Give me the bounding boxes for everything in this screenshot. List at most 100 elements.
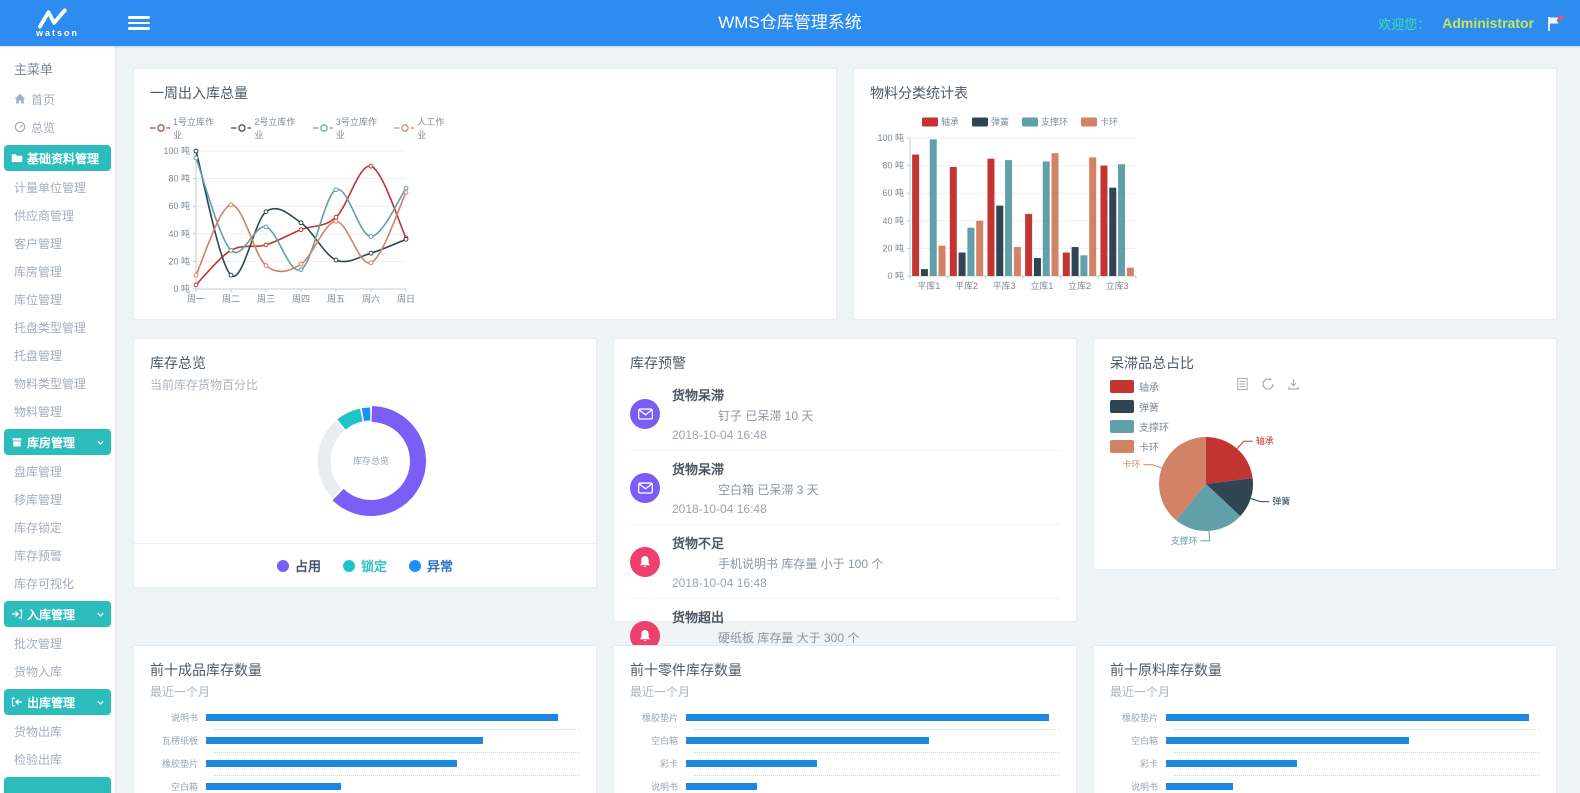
- sidebar-item-移库管理[interactable]: 移库管理: [0, 485, 115, 513]
- donut-slice-剩余[interactable]: [317, 420, 345, 498]
- legend-item-3号立库作业[interactable]: 3号立库作业: [312, 115, 381, 141]
- sidebar-item-客户管理[interactable]: 客户管理: [0, 229, 115, 257]
- donut-slice-异常[interactable]: [361, 407, 371, 422]
- sidebar-item-partial[interactable]: [4, 777, 111, 793]
- hbar-fill[interactable]: [1166, 713, 1529, 721]
- sidebar-item-批次管理[interactable]: 批次管理: [0, 629, 115, 657]
- sidebar-item-货物入库[interactable]: 货物入库: [0, 657, 115, 685]
- hbar-fill[interactable]: [686, 713, 1049, 721]
- hbar-label: 空白箱: [170, 781, 198, 792]
- menu-toggle-icon[interactable]: [128, 13, 150, 33]
- sidebar-item-首页[interactable]: 首页: [0, 85, 115, 113]
- username[interactable]: Administrator: [1442, 15, 1534, 31]
- sidebar-item-库房管理[interactable]: 库房管理: [0, 257, 115, 285]
- sidebar-item-托盘管理[interactable]: 托盘管理: [0, 341, 115, 369]
- hbar-track: [206, 759, 580, 767]
- inventory-donut-chart[interactable]: 库存总览: [134, 395, 596, 531]
- alert-body: 货物呆滞 空白箱 已呆滞 3 天 2018-10-04 16:48: [672, 459, 1060, 516]
- sidebar-item-托盘类型管理[interactable]: 托盘类型管理: [0, 313, 115, 341]
- pie-legend-item-卡环[interactable]: 卡环: [1110, 439, 1169, 454]
- donut-legend-item-锁定[interactable]: 锁定: [342, 556, 387, 575]
- donut-center-label: 库存总览: [353, 455, 389, 466]
- pie-slice-轴承[interactable]: [1206, 437, 1253, 484]
- hbar-track: [1166, 782, 1540, 790]
- sidebar-item-库存预警[interactable]: 库存预警: [0, 541, 115, 569]
- sidebar-item-总览[interactable]: 总览: [0, 113, 115, 141]
- mail-icon: [630, 472, 660, 503]
- pie-legend-item-弹簧[interactable]: 弹簧: [1110, 399, 1169, 414]
- hbar-fill[interactable]: [1166, 759, 1297, 767]
- sidebar-item-label: 检验出库: [14, 752, 63, 767]
- svg-text:周四: 周四: [292, 294, 310, 304]
- pie-slice-支撑环[interactable]: [1176, 484, 1241, 531]
- sidebar-item-基础资料管理[interactable]: 基础资料管理: [4, 145, 111, 171]
- hbar-fill[interactable]: [1166, 782, 1234, 790]
- sidebar-item-label: 出库管理: [27, 695, 76, 710]
- sidebar-item-label: 供应商管理: [14, 208, 75, 223]
- sidebar-item-计量单位管理[interactable]: 计量单位管理: [0, 173, 115, 201]
- sidebar-item-库存锁定[interactable]: 库存锁定: [0, 513, 115, 541]
- card-top-raw: 前十原料库存数量 最近一个月 橡胶垫片 空白箱 彩卡 说明书: [1093, 645, 1557, 793]
- brand-logo[interactable]: watson: [0, 0, 115, 46]
- pie-slice-弹簧[interactable]: [1206, 478, 1253, 517]
- restore-icon[interactable]: [1261, 377, 1275, 391]
- svg-text:平库2: 平库2: [955, 280, 978, 291]
- sidebar-item-label: 移库管理: [14, 492, 63, 507]
- app-header: watson WMS仓库管理系统 欢迎您： Administrator: [0, 0, 1580, 46]
- sidebar-item-出库管理[interactable]: 出库管理: [4, 689, 111, 715]
- sidebar-item-label: 托盘类型管理: [14, 320, 87, 335]
- hbar-divider: [1174, 752, 1540, 753]
- hbar-fill[interactable]: [206, 782, 341, 790]
- hbar-label: 说明书: [650, 781, 678, 792]
- sidebar-item-货物出库[interactable]: 货物出库: [0, 717, 115, 745]
- donut-slice-锁定[interactable]: [337, 408, 363, 430]
- svg-text:平库1: 平库1: [917, 280, 940, 291]
- sidebar-item-检验出库[interactable]: 检验出库: [0, 745, 115, 773]
- hbar-fill[interactable]: [206, 759, 457, 767]
- legend-item-2号立库作业[interactable]: 2号立库作业: [231, 115, 299, 141]
- pie-legend-item-轴承[interactable]: 轴承: [1110, 379, 1169, 394]
- hbar-fill[interactable]: [686, 736, 930, 744]
- donut-slice-占用[interactable]: [332, 406, 426, 516]
- legend-item-1号立库作业[interactable]: 1号立库作业: [150, 115, 218, 141]
- alert-title: 货物不足: [672, 536, 725, 551]
- alert-item: 货物不足 手机说明书 库存量 小于 100 个 2018-10-04 16:48: [630, 525, 1060, 599]
- sidebar-item-物料管理[interactable]: 物料管理: [0, 397, 115, 425]
- chevron-down-icon: [95, 609, 106, 620]
- hbar-fill[interactable]: [686, 782, 758, 790]
- hbar-fill[interactable]: [1166, 736, 1410, 744]
- hbar-row: 橡胶垫片: [1110, 712, 1540, 723]
- bell-icon: [630, 546, 660, 577]
- download-icon[interactable]: [1287, 377, 1300, 391]
- hbar-fill[interactable]: [206, 713, 558, 721]
- alert-time: 2018-10-04 16:48: [672, 502, 767, 516]
- pie-legend-item-支撑环[interactable]: 支撑环: [1110, 419, 1169, 434]
- sidebar-item-库房管理[interactable]: 库房管理: [4, 429, 111, 455]
- data-view-icon[interactable]: [1236, 377, 1249, 391]
- sidebar-item-盘库管理[interactable]: 盘库管理: [0, 457, 115, 485]
- sidebar-item-物料类型管理[interactable]: 物料类型管理: [0, 369, 115, 397]
- legend-item-轴承[interactable]: 轴承: [921, 115, 959, 128]
- hbar-fill[interactable]: [206, 736, 483, 744]
- pie-slice-卡环[interactable]: [1159, 437, 1206, 521]
- sidebar-item-label: 库房管理: [14, 264, 63, 279]
- legend-item-弹簧[interactable]: 弹簧: [971, 115, 1009, 128]
- legend-item-人工作业[interactable]: 人工作业: [394, 115, 450, 141]
- sidebar-item-入库管理[interactable]: 入库管理: [4, 601, 111, 627]
- notification-flag-icon[interactable]: [1546, 14, 1564, 32]
- hbar-label: 空白箱: [1130, 735, 1158, 746]
- hbar-fill[interactable]: [686, 759, 817, 767]
- legend-item-卡环[interactable]: 卡环: [1081, 115, 1118, 128]
- hbar-row: 空白箱: [150, 781, 580, 792]
- legend-item-支撑环[interactable]: 支撑环: [1022, 115, 1068, 128]
- legend-label: 1号立库作业: [172, 117, 214, 140]
- sidebar-item-库存可视化[interactable]: 库存可视化: [0, 569, 115, 597]
- donut-legend-item-占用[interactable]: 占用: [276, 556, 321, 575]
- sidebar-item-库位管理[interactable]: 库位管理: [0, 285, 115, 313]
- sidebar-item-label: 首页: [31, 92, 56, 107]
- donut-legend-item-异常[interactable]: 异常: [409, 556, 453, 575]
- sidebar-item-供应商管理[interactable]: 供应商管理: [0, 201, 115, 229]
- sidebar-item-label: 托盘管理: [14, 348, 63, 363]
